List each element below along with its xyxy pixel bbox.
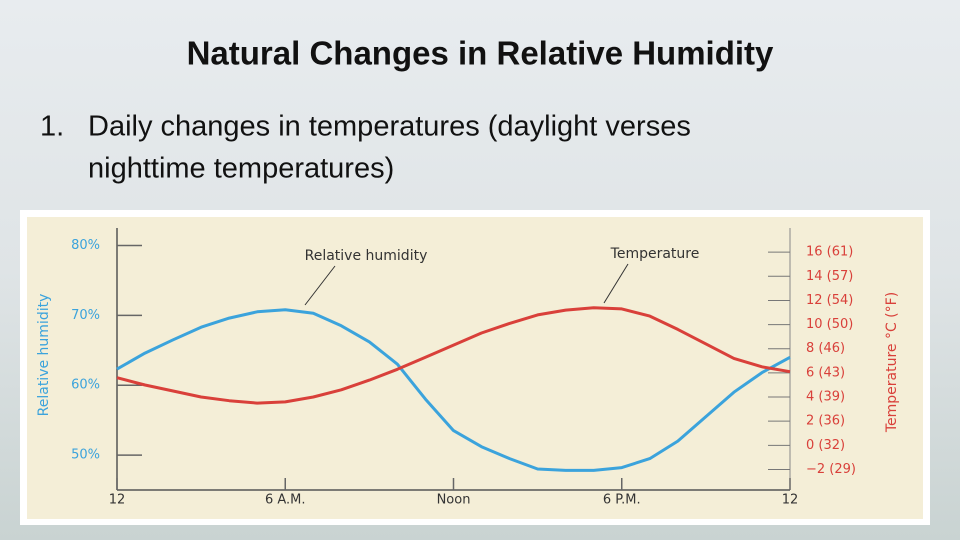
y-tick-label: 50% — [71, 448, 100, 463]
line-series — [116, 308, 791, 472]
bullet-text: nighttime temperatures) — [88, 153, 394, 185]
y2-tick-label: 0 (32) — [806, 438, 845, 453]
x-tick-label: 6 P.M. — [603, 493, 641, 508]
bullet-text: Daily changes in temperatures (daylight … — [88, 111, 691, 143]
y-axis-title: Relative humidity — [36, 294, 52, 417]
annotation-arrow — [304, 265, 336, 306]
y2-tick-label: −2 (29) — [806, 462, 856, 477]
y2-tick-label: 14 (57) — [806, 269, 853, 284]
y2-tick-label: 8 (46) — [806, 341, 845, 356]
y2-tick-label: 12 (54) — [806, 293, 853, 308]
y2-axis-title: Temperature °C (°F) — [884, 292, 900, 433]
y2-tick-label: 10 (50) — [806, 317, 853, 332]
annotation: Temperature — [610, 246, 700, 262]
y2-tick-label: 6 (43) — [806, 365, 845, 380]
y-tick-label: 70% — [71, 308, 100, 323]
annotation-arrow — [603, 263, 629, 304]
y-tick-label: 80% — [71, 238, 100, 253]
bullet-number: 1. — [40, 111, 64, 143]
annotation: Relative humidity — [305, 248, 428, 264]
y-tick-label: 60% — [71, 378, 100, 393]
x-tick-label: Noon — [437, 493, 471, 508]
y2-tick-label: 16 (61) — [806, 245, 853, 260]
y2-tick-label: 4 (39) — [806, 390, 845, 405]
x-tick-label: 12 — [782, 493, 799, 508]
x-tick-label: 6 A.M. — [265, 493, 306, 508]
y2-tick-label: 2 (36) — [806, 414, 845, 429]
x-tick-label: 12 — [109, 493, 126, 508]
line-series — [116, 306, 791, 405]
chart: 50% 60% 70% 80% −2 (29) 0 (32) 2 (36) 4 (39) 6 (… — [36, 228, 900, 508]
slide-title: Natural Changes in Relative Humidity — [187, 35, 774, 72]
chart-background — [27, 217, 923, 519]
